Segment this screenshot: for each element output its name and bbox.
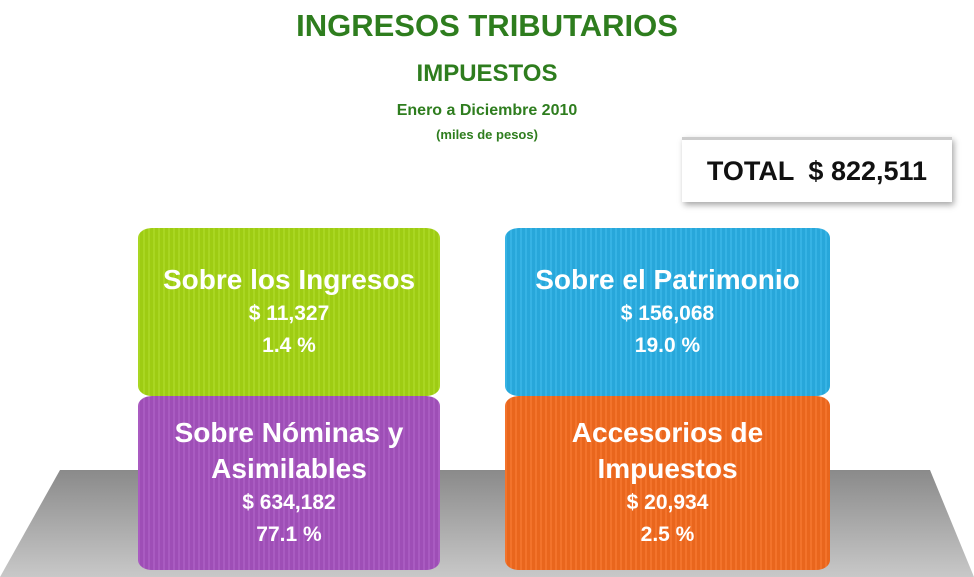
total-box: TOTAL $ 822,511 [682,137,952,202]
card-amount: $ 634,182 [242,487,335,519]
card-label: Sobre los Ingresos [163,262,415,298]
card-label: Accesorios de Impuestos [533,415,803,487]
card-percent: 19.0 % [635,330,700,362]
total-value: $ 822,511 [808,156,927,187]
subtitle: IMPUESTOS [0,60,974,88]
page: INGRESOS TRIBUTARIOS IMPUESTOS Enero a D… [0,0,974,577]
card-percent: 77.1 % [256,519,321,551]
card-label: Sobre Nóminas y Asimilables [154,415,424,487]
card-amount: $ 20,934 [627,487,709,519]
card-percent: 2.5 % [641,519,695,551]
card-amount: $ 11,327 [249,298,330,330]
title: INGRESOS TRIBUTARIOS [0,8,974,44]
period: Enero a Diciembre 2010 [0,102,974,120]
card-label: Sobre el Patrimonio [535,262,800,298]
total-label: TOTAL [707,156,795,187]
card-amount: $ 156,068 [621,298,714,330]
card-percent: 1.4 % [262,330,316,362]
